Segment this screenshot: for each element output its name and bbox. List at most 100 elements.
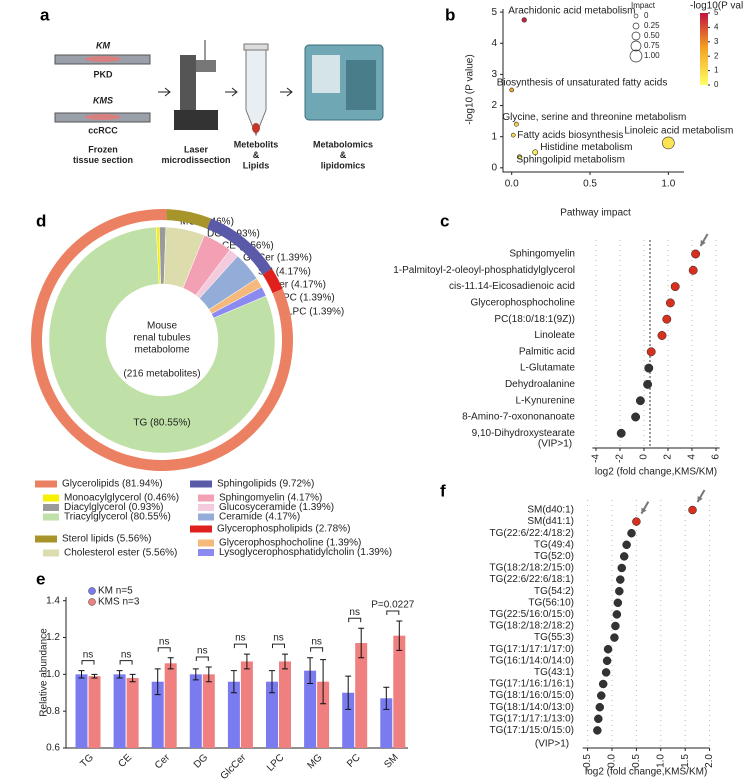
x-tick-label: SM	[382, 752, 400, 770]
colorbar-label: 0	[714, 80, 719, 89]
legend-label: Ceramide (4.17%)	[219, 512, 300, 523]
point	[627, 528, 636, 538]
significance-bracket	[119, 660, 133, 665]
point	[510, 132, 516, 138]
category-label: TG(16:1/14:0/14:0)	[490, 655, 575, 666]
significance-bracket	[81, 660, 95, 665]
step-label: Laser	[184, 144, 209, 154]
microscope	[180, 55, 196, 125]
legend-swatch	[198, 513, 214, 521]
x-axis-label: log2 (fold change,KMS/KM)	[585, 767, 707, 778]
point	[662, 314, 672, 324]
legend-label: Monoacylglycerol (0.46%)	[64, 493, 179, 504]
panel-letter: e	[36, 569, 45, 588]
arrow-head	[641, 507, 647, 514]
point	[532, 149, 539, 156]
colorbar-label: 2	[714, 51, 719, 60]
arrow-head	[700, 240, 706, 246]
point	[513, 121, 519, 127]
point	[632, 517, 641, 526]
error-bar	[91, 673, 98, 679]
ring-slice	[206, 218, 272, 275]
legend-swatch	[190, 480, 212, 488]
slice-label: GlcCer (1.39%)	[243, 253, 312, 264]
tissue	[85, 56, 121, 62]
panel-letter: f	[440, 481, 446, 500]
x-tick-label: 0.5	[631, 754, 642, 768]
legend-swatch	[198, 504, 214, 511]
legend-label: Sterol lipids (5.56%)	[62, 534, 151, 545]
category-label: 1-Palmitoyl-2-oleoyl-phosphatidylglycero…	[393, 265, 575, 276]
step-label: &	[340, 150, 347, 160]
x-tick-label: CE	[116, 752, 134, 770]
legend-swatch	[35, 480, 57, 488]
arrow-head	[697, 496, 703, 502]
step-label: Frozen	[88, 144, 118, 154]
point	[601, 668, 611, 677]
category-label: TG(17:1/17:1/17:0)	[490, 644, 575, 655]
point	[619, 552, 629, 561]
colorbar-label: 1	[714, 66, 719, 75]
legend-label: 0.75	[644, 41, 660, 50]
error-bar	[345, 675, 352, 710]
point	[688, 505, 697, 515]
error-bar	[307, 657, 314, 685]
y-axis-label: -log10 (P value)	[465, 54, 476, 124]
x-axis-label: Pathway impact	[560, 208, 631, 219]
legend-swatch	[43, 549, 59, 557]
point	[615, 586, 624, 596]
point-label: Fatty acids biosynthesis	[517, 130, 623, 141]
y-tick-label: 1	[491, 131, 497, 142]
category-label: TG(17:1/15:0/15:0)	[490, 725, 575, 736]
axes	[502, 9, 684, 173]
error-bar	[383, 686, 390, 710]
legend-label: 0.50	[644, 31, 660, 40]
category-label: TG(43:1)	[534, 667, 574, 678]
significance-label: ns	[159, 636, 170, 647]
legend-swatch	[198, 494, 214, 502]
panel-letter: d	[36, 211, 46, 230]
bar	[380, 698, 393, 748]
category-label: 8-Amino-7-oxononanoate	[462, 412, 575, 423]
bar	[88, 676, 101, 748]
microscope-base	[174, 110, 218, 130]
sample	[252, 123, 260, 133]
colorbar-title: -log10(P value)	[690, 1, 743, 12]
point	[612, 610, 622, 619]
x-tick-label: 6	[711, 454, 722, 460]
legend-label: 0.25	[644, 21, 660, 30]
significance-label: ns	[273, 633, 284, 644]
legend-label: Glucosyceramide (1.39%)	[219, 502, 334, 513]
significance-label: ns	[83, 649, 94, 660]
category-label: TG(22:6/22:6/18:1)	[490, 574, 575, 585]
category-label: TG(22:5/16:0/15:0)	[490, 609, 575, 620]
category-label: Glycerophosphocholine	[470, 298, 575, 309]
x-tick-label: 1.0	[661, 179, 675, 190]
legend-title: Impact	[631, 1, 656, 10]
y-tick-label: 1.0	[46, 669, 60, 680]
point	[662, 136, 675, 150]
x-tick-label: 1.5	[680, 754, 691, 768]
y-tick-label: 5	[491, 7, 497, 18]
slice-label: Cer (4.17%)	[272, 280, 326, 291]
center-text: Mouse	[147, 321, 177, 332]
legend-label: Cholesterol ester (5.56%)	[64, 548, 177, 559]
slice-label: PC (1.39%)	[283, 293, 335, 304]
error-bar	[243, 653, 250, 670]
legend-label: Glycerolipids (81.94%)	[62, 479, 163, 490]
legend-label: 1.00	[644, 51, 660, 60]
point	[616, 428, 626, 438]
y-tick-label: 1.2	[46, 632, 60, 643]
legend-label: Glycerophospholipids (2.78%)	[217, 524, 350, 535]
y-tick-label: 1.4	[46, 595, 60, 606]
x-tick-label: 0.0	[607, 754, 618, 768]
legend-swatch	[190, 525, 212, 533]
sample-label: ccRCC	[88, 125, 118, 135]
bar	[126, 678, 139, 748]
panel-letter: c	[440, 211, 449, 230]
x-tick-label: LPC	[265, 752, 287, 774]
category-label: TG(56:10)	[528, 597, 574, 608]
bar	[189, 674, 202, 748]
panel-letter: a	[40, 5, 50, 24]
bar	[266, 681, 278, 748]
